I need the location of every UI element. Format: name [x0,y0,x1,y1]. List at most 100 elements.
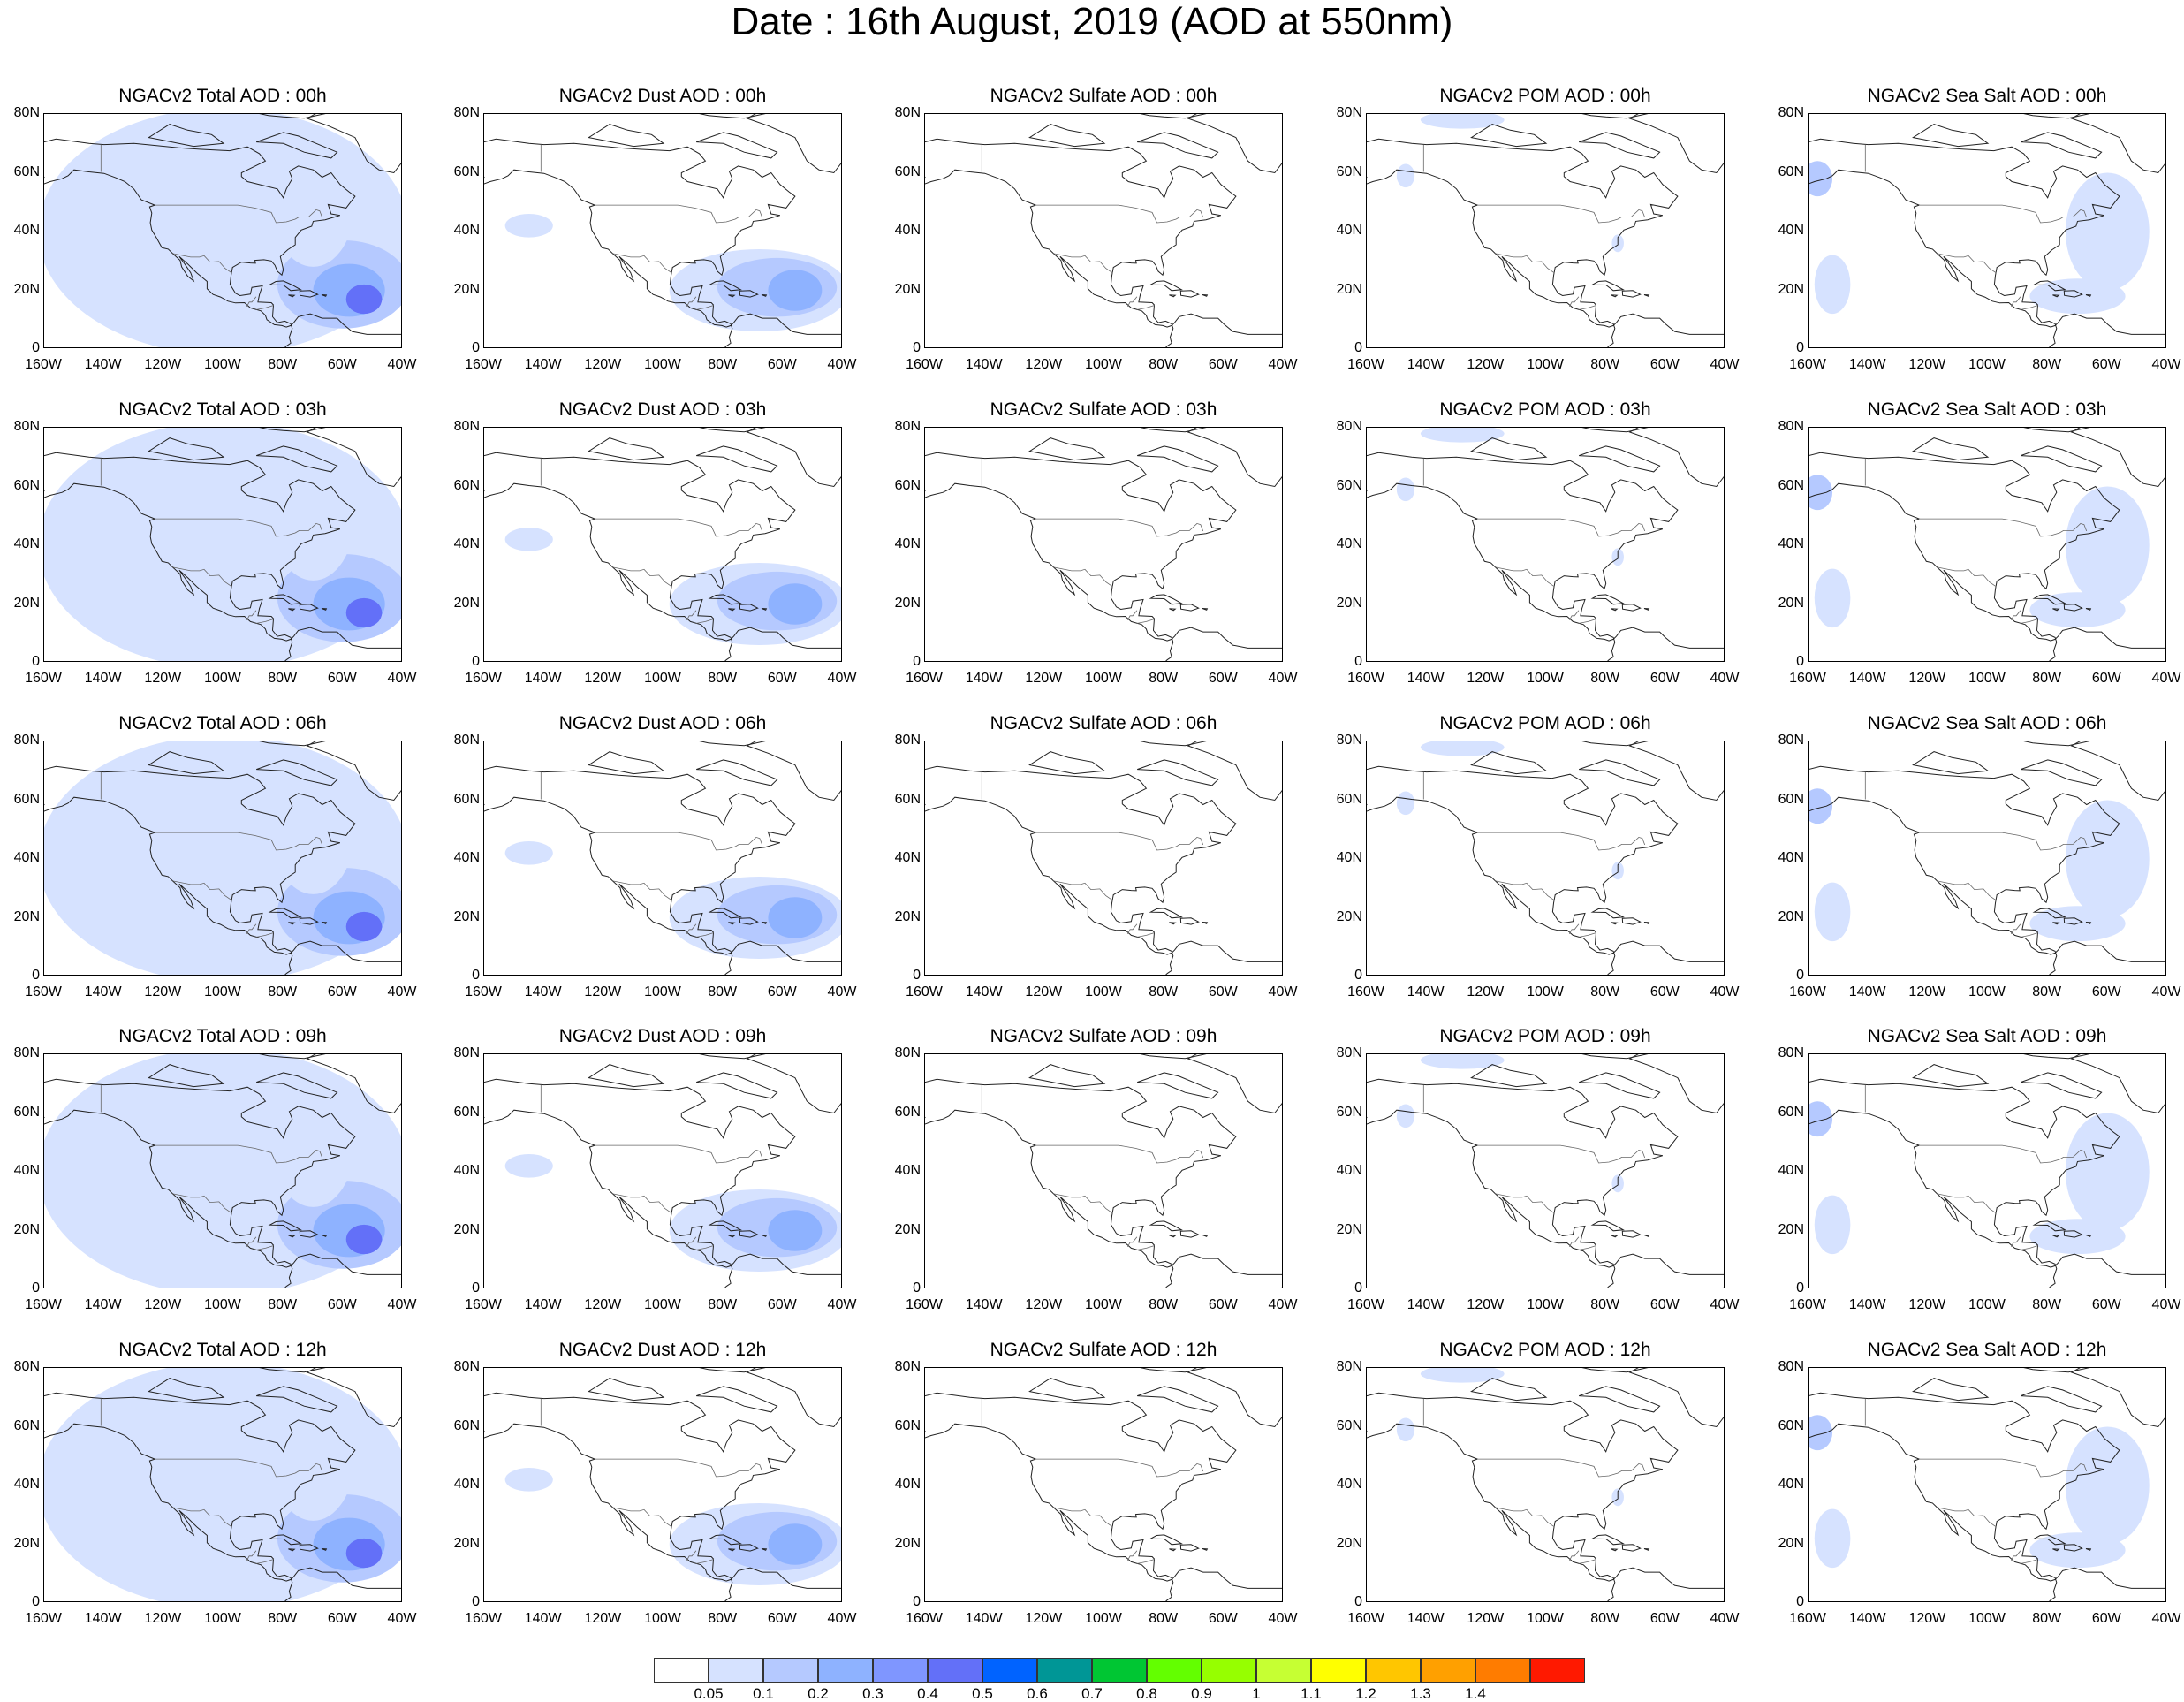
lat-tick-label: 20N [1336,908,1362,924]
lat-tick-label: 0 [1796,1594,1804,1609]
lon-tick-label: 60W [767,357,797,372]
lon-tick-label: 160W [1347,984,1384,999]
coastline [728,608,736,612]
lon-tick-label: 80W [268,984,298,999]
coastline [288,608,296,612]
country-border [1477,1458,1646,1478]
coastline [1367,1392,1724,1601]
lat-tick-label: 60N [13,163,40,179]
coastline [288,1548,296,1552]
country-border [1937,880,1997,901]
map-svg [484,1054,841,1288]
coastline [148,437,225,461]
lon-tick-label: 40W [1268,357,1298,372]
map-svg [44,428,401,661]
aod-shading [1420,741,1505,756]
lon-tick-label: 80W [1590,1297,1620,1312]
lon-tick-label: 40W [2151,1611,2181,1626]
lon-tick-label: 80W [708,1611,738,1626]
lat-tick-label: 0 [1354,968,1362,983]
map-svg [1809,1054,2165,1288]
lon-tick-label: 100W [1085,1611,1122,1626]
lon-tick-label: 120W [1467,1611,1505,1626]
coastline [1169,1235,1177,1238]
lon-tick-label: 120W [1025,671,1063,686]
coastline [2023,741,2090,747]
lon-tick-label: 120W [1908,984,1946,999]
coastline [1579,759,1661,786]
lon-tick-label: 60W [327,357,357,372]
coastline [1140,1054,1207,1060]
country-border [1569,610,1580,620]
colorbar-label: 0.1 [753,1685,774,1702]
lat-tick-label: 40N [1336,1163,1362,1178]
country-border [155,204,323,224]
coastline [1179,1544,1200,1552]
coastline [728,294,736,298]
lon-tick-label: 100W [1968,984,2006,999]
lat-tick-label: 60N [453,1104,480,1120]
lat-tick-label: 60N [894,163,921,179]
lat-tick-label: 80N [894,419,921,434]
figure-title: Date : 16th August, 2019 (AOD at 550nm) [731,0,1453,43]
lon-tick-label: 80W [708,357,738,372]
lon-tick-label: 100W [1968,1611,2006,1626]
coastline [1179,290,1200,298]
lon-tick-label: 40W [387,671,417,686]
lon-tick-label: 40W [827,984,857,999]
country-border [612,253,672,274]
coastline [148,1378,225,1402]
lon-tick-label: 140W [1848,1611,1886,1626]
coastline [321,608,328,611]
map-svg [44,741,401,975]
panel-title: NGACv2 Total AOD : 12h [118,1340,327,1360]
colorbar-swatch [709,1658,763,1683]
coastline [1179,1230,1200,1238]
country-border [1137,305,1155,310]
lon-tick-label: 80W [2032,1297,2062,1312]
aod-shading [2065,800,2150,918]
coastline [1581,428,1649,433]
coastline [321,294,328,297]
coastline [746,741,841,802]
lat-tick-label: 40N [894,223,921,238]
lat-tick-label: 20N [13,1221,40,1237]
colorbar-swatch [654,1658,709,1683]
coastline [2085,608,2092,611]
lat-tick-label: 0 [1796,654,1804,669]
lat-tick-label: 80N [894,1045,921,1060]
lon-tick-label: 120W [144,984,182,999]
coastline [1187,741,1282,802]
country-border [1035,204,1204,224]
country-border [686,1550,697,1561]
map-svg [484,114,841,347]
lat-tick-label: 20N [1778,908,1804,924]
country-border [1137,1559,1155,1564]
coastline [1140,114,1207,119]
coastline [306,428,401,488]
coastline [1202,294,1209,297]
coastline [256,132,338,159]
coastline [484,452,841,661]
coastline [696,445,778,473]
country-border [256,305,274,310]
country-border [2021,932,2038,938]
lon-tick-label: 60W [1649,357,1680,372]
lat-tick-label: 40N [1336,850,1362,865]
coastline [2023,1368,2090,1373]
country-border [1053,1193,1113,1214]
coastline [1643,294,1650,297]
coastline [1611,922,1619,925]
lon-tick-label: 100W [1527,671,1564,686]
aod-shading [1396,477,1415,502]
lon-tick-label: 160W [465,357,502,372]
lon-tick-label: 100W [1527,357,1564,372]
panel-title: NGACv2 Sea Salt AOD : 12h [1867,1340,2107,1360]
country-border [2021,1245,2038,1250]
lat-tick-label: 40N [1778,536,1804,551]
country-border [256,619,274,624]
country-border [246,923,257,934]
coastline [1621,1230,1642,1238]
coastline [1179,917,1200,925]
lat-tick-label: 20N [894,1535,921,1551]
